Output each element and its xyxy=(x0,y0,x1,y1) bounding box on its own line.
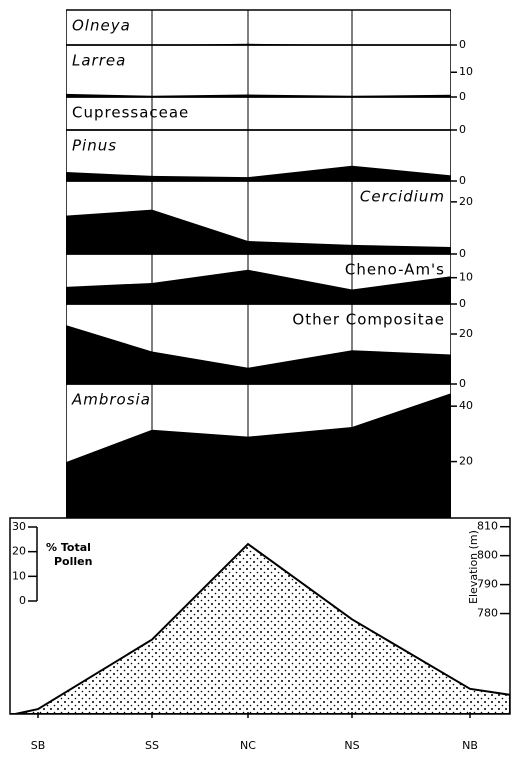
y-tick-label: 40 xyxy=(459,399,473,412)
scale-label: Pollen xyxy=(54,555,92,568)
y-tick-label: 0 xyxy=(459,38,466,51)
x-tick-label: NS xyxy=(344,739,359,752)
profile xyxy=(10,542,510,714)
scale-tick-label: 20 xyxy=(12,545,26,558)
scale-label: % Total xyxy=(46,541,91,554)
y2-tick-label: 810 xyxy=(477,520,498,533)
y-tick-label: 20 xyxy=(459,455,473,468)
panel-label: Ambrosia xyxy=(71,391,151,409)
panel-label: Olneya xyxy=(72,17,131,35)
pollen-area xyxy=(66,209,451,254)
panel-label: Cheno-Am's xyxy=(345,261,445,279)
x-tick-label: SS xyxy=(145,739,159,752)
y-tick-label: 0 xyxy=(459,123,466,136)
elevation-profile xyxy=(10,542,510,714)
panel-label: Larrea xyxy=(72,52,126,70)
panel-label: Other Compositae xyxy=(292,311,445,329)
x-tick-label: NB xyxy=(462,739,478,752)
pollen-area xyxy=(66,93,451,97)
y-tick-label: 20 xyxy=(459,327,473,340)
panels xyxy=(66,9,451,518)
scale-tick-label: 0 xyxy=(19,594,26,607)
panel-label: Cupressaceae xyxy=(72,104,189,122)
y2-axis-title: Elevation (m) xyxy=(467,530,480,604)
y-tick-label: 0 xyxy=(459,247,466,260)
scale-tick-label: 30 xyxy=(12,520,26,533)
y-tick-label: 0 xyxy=(459,90,466,103)
panel-label: Pinus xyxy=(72,137,117,155)
y2-tick-label: 790 xyxy=(477,578,498,591)
scale-tick-label: 10 xyxy=(12,569,26,582)
y-tick-label: 20 xyxy=(459,195,473,208)
panel-label: Cercidium xyxy=(360,188,445,206)
pollen-area xyxy=(66,325,451,384)
pollen-area xyxy=(66,393,451,517)
x-tick-label: NC xyxy=(240,739,256,752)
y-tick-label: 0 xyxy=(459,377,466,390)
pollen-area xyxy=(66,269,451,304)
x-tick-label: SB xyxy=(31,739,46,752)
y-tick-label: 0 xyxy=(459,174,466,187)
y-tick-label: 10 xyxy=(459,65,473,78)
pollen-area xyxy=(66,165,451,181)
y2-tick-label: 800 xyxy=(477,549,498,562)
y-tick-label: 10 xyxy=(459,271,473,284)
y-tick-label: 0 xyxy=(459,297,466,310)
y2-tick-label: 780 xyxy=(477,607,498,620)
